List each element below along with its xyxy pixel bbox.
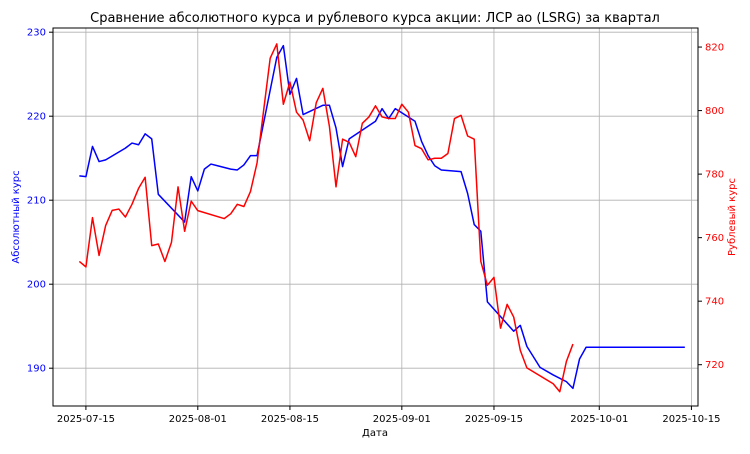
y-right-tick-label: 720 [705,360,724,371]
y-right-tick-label: 740 [705,297,724,308]
chart-title: Сравнение абсолютного курса и рублевого … [90,11,660,26]
series-layer [78,43,685,393]
y-left-tick-label: 230 [27,28,46,39]
series-line-left [79,44,685,390]
y-axis-left: 190 200 210 220 230 [27,28,53,375]
x-tick-label: 2025-10-01 [570,414,628,425]
y-right-tick-label: 780 [705,170,724,181]
series-line-right [78,43,574,393]
y-left-tick-label: 220 [27,112,46,123]
y-left-tick-label: 200 [27,280,46,291]
x-tick-label: 2025-10-15 [662,414,720,425]
x-tick-label: 2025-08-15 [261,414,319,425]
x-axis-label: Дата [362,428,388,439]
y-left-tick-label: 210 [27,196,46,207]
y-left-tick-label: 190 [27,364,46,375]
x-tick-label: 2025-08-01 [169,414,227,425]
y-axis-right-label: Рублевый курс [727,178,738,256]
grid [53,28,698,406]
x-tick-label: 2025-09-15 [465,414,523,425]
y-right-tick-label: 820 [705,43,724,54]
plot-frame [52,27,699,407]
x-tick-label: 2025-07-15 [57,414,115,425]
x-tick-label: 2025-09-01 [373,414,431,425]
y-right-tick-label: 800 [705,106,724,117]
x-axis: 2025-07-15 2025-08-01 2025-08-15 2025-09-01… [57,406,720,425]
y-right-tick-label: 760 [705,233,724,244]
y-axis-left-label: Абсолютный курс [11,170,22,263]
y-axis-right: 720 740 760 780 800 820 [698,43,724,371]
